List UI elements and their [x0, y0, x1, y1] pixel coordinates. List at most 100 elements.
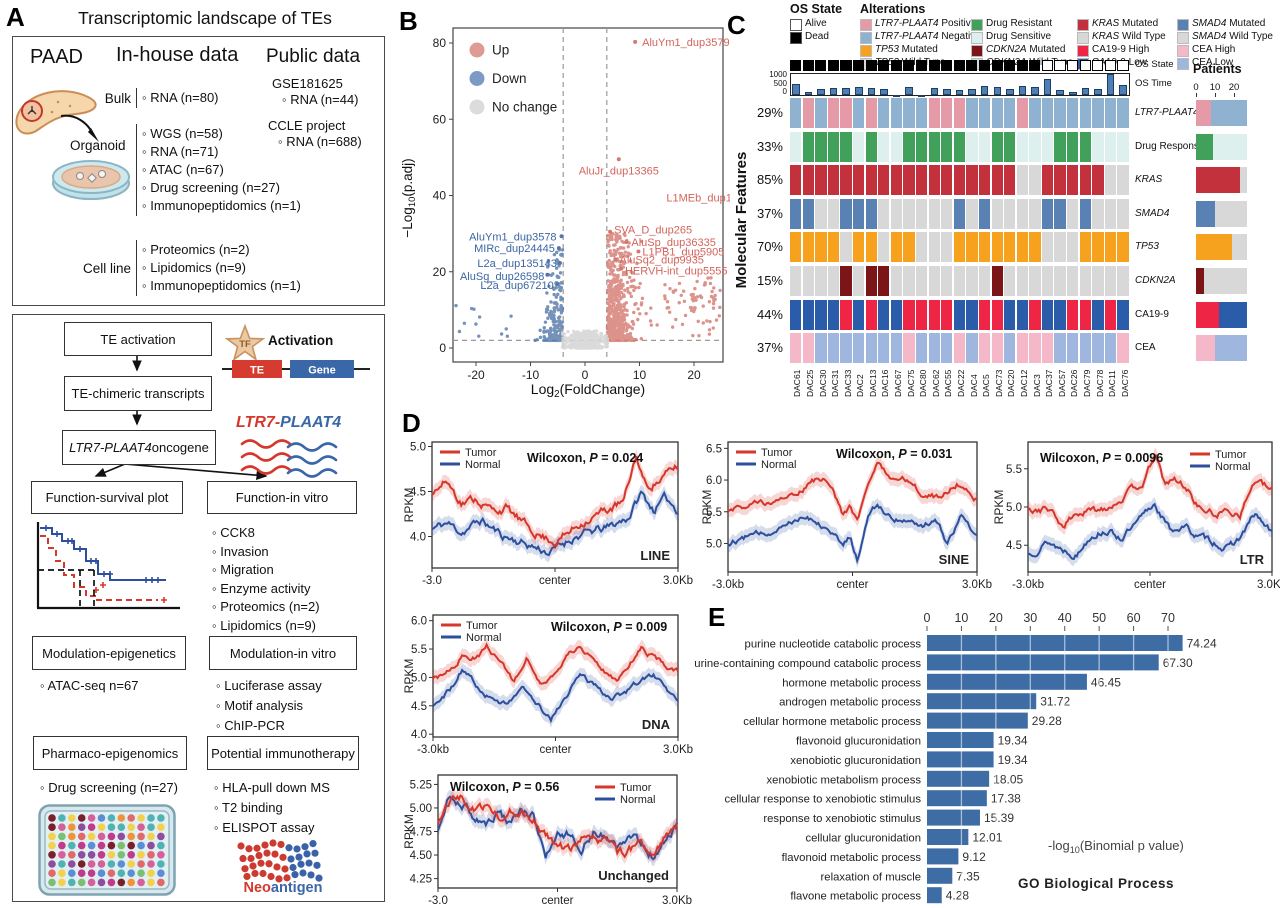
volcano-plot: 0 20 40 60 80 -20 -10 0 10 20 AluYm1_dup3579 AluJr_… [400, 27, 730, 400]
oncoprint-cell [966, 266, 978, 296]
patients-tick-label: 10 [1209, 82, 1221, 93]
sample-label: DAC26 [1069, 369, 1080, 397]
oncoprint-cell [827, 299, 840, 330]
oncoprint-cell [991, 131, 1003, 162]
circle-el [87, 841, 96, 850]
circle-el [616, 338, 620, 342]
x-tick-label: -3.0kb [712, 579, 744, 591]
y-tick-label: 6.5 [706, 443, 722, 455]
circle-el [615, 274, 619, 279]
header-inhouse: In-house data [116, 44, 239, 66]
circle-el [77, 832, 86, 841]
circle-el [605, 337, 610, 341]
x-tick-label: 0 [924, 611, 931, 625]
circle-el [624, 270, 628, 274]
circle-el [559, 280, 564, 285]
circle-el [718, 305, 722, 310]
petri-dish-icon [52, 160, 130, 200]
circle-el [616, 247, 620, 252]
circle-el [257, 859, 265, 867]
circle-el [677, 281, 682, 286]
labeled-te-point [559, 234, 564, 239]
circle-el [285, 844, 293, 852]
circle-el [563, 345, 568, 349]
oncoprint-cell [865, 299, 877, 330]
go-value-label: 12.01 [972, 831, 1002, 845]
circle-el [718, 288, 722, 293]
circle-el [117, 878, 126, 887]
oncoprint-cell [991, 98, 1003, 128]
circle-el [671, 290, 676, 294]
activation-label: Activation [268, 333, 334, 348]
circle-el [655, 323, 659, 327]
os-state-cell [840, 60, 852, 71]
legend-label: Normal [1215, 461, 1250, 473]
oncoprint-cell [1117, 333, 1129, 364]
oncoprint-cell [953, 165, 966, 196]
circle-el [68, 860, 76, 868]
ltr7-plaat4-logo: LTR7-PLAAT4 [236, 414, 341, 432]
sample-label: DAC3 [1031, 374, 1042, 397]
circle-el [611, 292, 616, 296]
oncoprint-cell [1016, 232, 1029, 263]
dataset-name: CCLE project [268, 118, 346, 133]
sample-label: DAC76 [1119, 369, 1130, 397]
circle-el [48, 869, 56, 877]
go-category-label: cellular response to xenobiotic stimulus [724, 794, 921, 806]
sample-label: DAC75 [905, 369, 916, 397]
circle-el [157, 823, 165, 831]
circle-el [58, 841, 66, 850]
organoid-items: WGS (n=58)RNA (n=71)ATAC (n=67)Drug scre… [136, 124, 301, 216]
go-category-label: hormone metabolic process [782, 677, 921, 689]
y-tick-label: 6.0 [706, 475, 722, 487]
os-time-bar [968, 89, 976, 95]
circle-el [628, 291, 632, 296]
circle-el [599, 339, 603, 343]
circle-el [454, 303, 458, 308]
circle-el [127, 832, 135, 841]
legend-label: SMAD4 Wild Type [1192, 31, 1273, 42]
gene-symbol: SMAD4 [1192, 31, 1227, 42]
patients-bar-seg [1232, 234, 1248, 261]
data-item: CCK8 [212, 524, 320, 543]
circle-el [107, 860, 116, 868]
feature-row-label: LTR7-PLAAT4 [1135, 107, 1199, 118]
patients-bar-seg [1196, 133, 1214, 160]
oncoprint-cell [865, 232, 877, 263]
sample-label: DAC73 [993, 369, 1004, 397]
os-state-cell [1041, 60, 1054, 71]
circle-el [157, 878, 165, 887]
os-state-cell [1104, 60, 1116, 71]
data-item: Migration [212, 561, 320, 580]
circle-el [555, 305, 559, 309]
oncoprint-cell [915, 232, 928, 263]
oncoprint-cell [815, 131, 827, 162]
gene-symbol: TP53 [875, 44, 899, 55]
oncoprint-cell [790, 165, 802, 196]
os-state-cell [953, 60, 965, 71]
circle-el [714, 318, 719, 322]
circle-el [608, 251, 612, 255]
os-state-cell [865, 60, 877, 71]
os-state-cell [991, 60, 1003, 71]
circle-el [612, 338, 617, 342]
oncoprint-cell [853, 198, 865, 229]
oncoprint-cell [978, 232, 991, 263]
oncoprint-cell [928, 299, 940, 330]
legend-label: Normal [761, 459, 796, 471]
legend-text: CEA High [1192, 44, 1236, 55]
oncoprint-cell [1104, 232, 1117, 263]
oncoprint-cell [802, 98, 814, 128]
y-tick-label: 40 [433, 189, 447, 203]
public-dataset-ccle: CCLE project RNA (n=688) [268, 118, 362, 151]
circle-el [634, 301, 638, 306]
profile-line [1027, 453, 1273, 530]
circle-el [617, 320, 621, 324]
circle-el [58, 814, 66, 822]
circle-el [77, 823, 86, 831]
x-tick-label: 20 [989, 611, 1003, 625]
rect-el [290, 360, 354, 378]
binomial-p-annotation: -log10(Binomial p value) [1048, 838, 1184, 855]
circle-el [615, 334, 619, 339]
circle-el [615, 323, 619, 328]
